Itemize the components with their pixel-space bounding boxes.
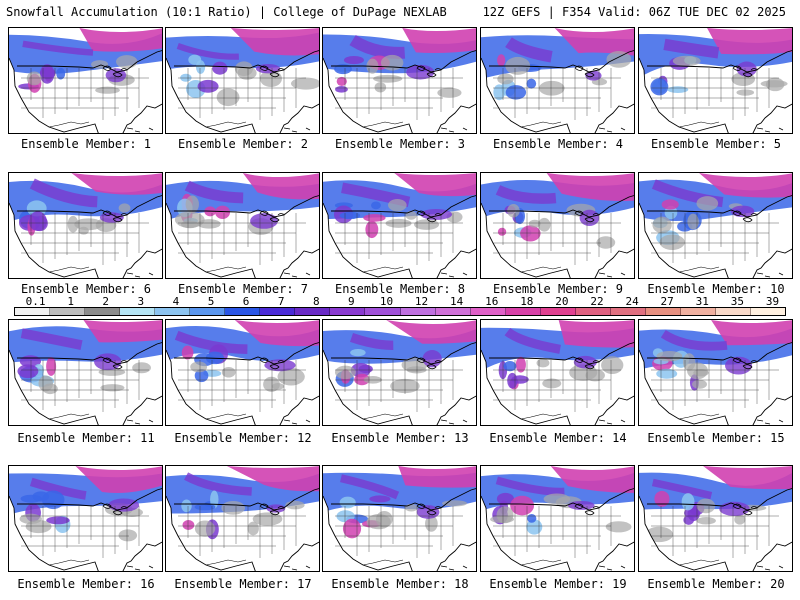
colorbar-segment	[610, 308, 646, 315]
colorbar-tick-label: 10	[379, 295, 394, 308]
member-map-10	[638, 172, 793, 279]
member-map-15	[638, 319, 793, 426]
member-map-9	[480, 172, 635, 279]
member-map-1	[8, 27, 163, 134]
colorbar-tick-label: 31	[695, 295, 709, 308]
colorbar-tick-label: 35	[730, 295, 744, 308]
colorbar-tick-label: 18	[520, 295, 534, 308]
colorbar-segment	[435, 308, 471, 315]
colorbar-tick-label: 14	[450, 295, 464, 308]
colorbar-tick-label: 1	[67, 295, 74, 308]
colorbar-segment	[190, 308, 226, 315]
colorbar-tick-label: 24	[625, 295, 639, 308]
member-label-10: Ensemble Member: 10	[647, 282, 785, 296]
member-label-11: Ensemble Member: 11	[17, 431, 155, 445]
member-label-6: Ensemble Member: 6	[20, 282, 152, 296]
colorbar-tick-label: 22	[590, 295, 604, 308]
colorbar-tick-label: 6	[242, 295, 250, 308]
member-label-18: Ensemble Member: 18	[331, 577, 469, 591]
colorbar-segment	[540, 308, 576, 315]
member-map-17	[165, 465, 320, 572]
member-map-13	[322, 319, 477, 426]
member-label-9: Ensemble Member: 9	[492, 282, 624, 296]
member-map-3	[322, 27, 477, 134]
colorbar-tick-label: 20	[555, 295, 569, 308]
member-map-5	[638, 27, 793, 134]
member-map-2	[165, 27, 320, 134]
member-label-19: Ensemble Member: 19	[489, 577, 627, 591]
member-map-14	[480, 319, 635, 426]
colorbar-segment	[50, 308, 86, 315]
colorbar-segment	[120, 308, 156, 315]
colorbar-segment	[715, 308, 751, 315]
member-label-2: Ensemble Member: 2	[177, 137, 309, 151]
member-map-7	[165, 172, 320, 279]
colorbar-segment	[575, 308, 611, 315]
member-map-4	[480, 27, 635, 134]
colorbar-segment	[260, 308, 296, 315]
colorbar-segment	[15, 308, 51, 315]
colorbar-segment	[750, 308, 786, 315]
colorbar-tick-label: 39	[765, 295, 780, 308]
member-label-15: Ensemble Member: 15	[647, 431, 785, 445]
member-map-18	[322, 465, 477, 572]
member-label-5: Ensemble Member: 5	[650, 137, 782, 151]
colorbar-tick-label: 4	[172, 295, 180, 308]
member-label-14: Ensemble Member: 14	[489, 431, 627, 445]
colorbar-segment	[680, 308, 716, 315]
colorbar-segment	[330, 308, 366, 315]
member-label-7: Ensemble Member: 7	[177, 282, 309, 296]
member-map-12	[165, 319, 320, 426]
member-map-19	[480, 465, 635, 572]
colorbar-tick-label: 0.1	[25, 295, 46, 308]
member-label-4: Ensemble Member: 4	[492, 137, 624, 151]
colorbar-segment	[295, 308, 331, 315]
title-left: Snowfall Accumulation (10:1 Ratio) | Col…	[6, 5, 447, 19]
member-label-12: Ensemble Member: 12	[174, 431, 312, 445]
member-label-16: Ensemble Member: 16	[17, 577, 155, 591]
colorbar-tick-label: 3	[137, 295, 145, 308]
title-right: 12Z GEFS | F354 Valid: 06Z TUE DEC 02 20…	[482, 5, 786, 19]
colorbar-tick-label: 5	[207, 295, 215, 308]
colorbar-segment	[155, 308, 191, 315]
member-label-1: Ensemble Member: 1	[20, 137, 152, 151]
member-label-3: Ensemble Member: 3	[334, 137, 466, 151]
colorbar-tick-label: 16	[485, 295, 499, 308]
colorbar-segment	[645, 308, 681, 315]
colorbar-tick-label: 2	[102, 295, 110, 308]
member-label-8: Ensemble Member: 8	[334, 282, 466, 296]
colorbar-segment	[400, 308, 436, 315]
colorbar	[14, 307, 786, 316]
member-label-20: Ensemble Member: 20	[647, 577, 785, 591]
colorbar-segment	[365, 308, 401, 315]
colorbar-segment	[505, 308, 541, 315]
colorbar-segment	[85, 308, 121, 315]
member-map-11	[8, 319, 163, 426]
colorbar-tick-label: 8	[312, 295, 320, 308]
member-label-13: Ensemble Member: 13	[331, 431, 469, 445]
member-label-17: Ensemble Member: 17	[174, 577, 312, 591]
colorbar-tick-label: 9	[348, 295, 355, 308]
colorbar-segment	[470, 308, 506, 315]
colorbar-tick-label: 7	[277, 295, 285, 308]
member-map-16	[8, 465, 163, 572]
member-map-20	[638, 465, 793, 572]
member-map-6	[8, 172, 163, 279]
colorbar-tick-label: 27	[660, 295, 674, 308]
colorbar-labels: 0.1 1 2 3 4 5 6 7 8 9 10 12 14 16 18 20 22 24 27 31 35 39	[0, 295, 800, 308]
member-map-8	[322, 172, 477, 279]
colorbar-segment	[225, 308, 261, 315]
colorbar-tick-label: 12	[414, 295, 429, 308]
